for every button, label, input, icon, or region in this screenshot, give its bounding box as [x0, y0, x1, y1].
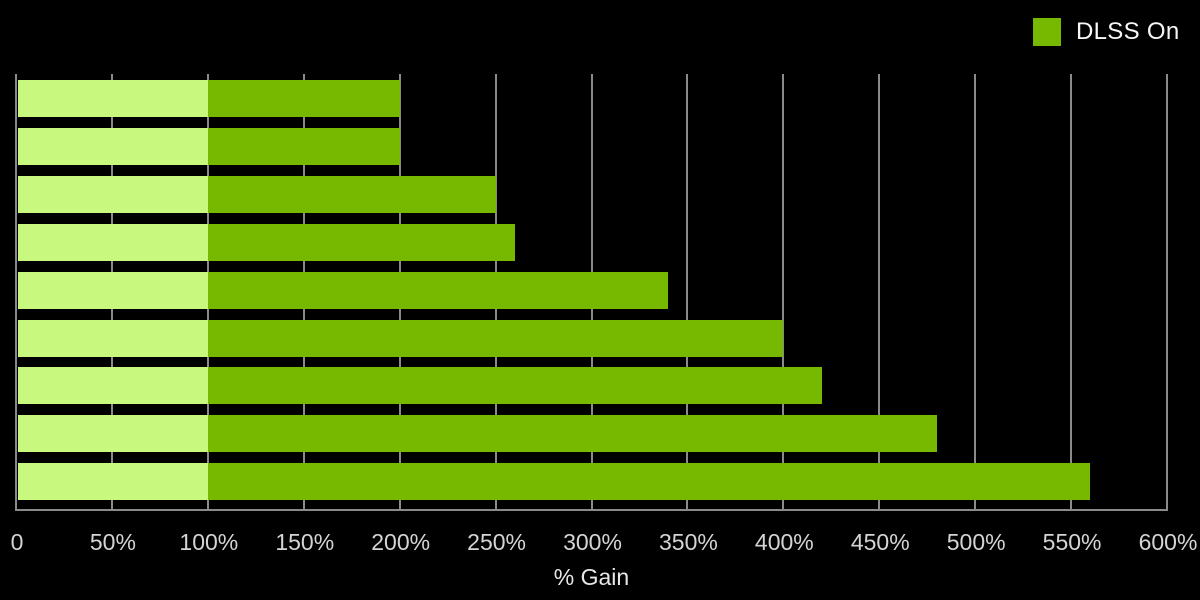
bar-2-baseline-segment: [18, 128, 208, 165]
x-tick-label-150pct: 150%: [275, 529, 335, 555]
x-axis-tick-labels: 0 50% 100% 150% 200% 250% 300% 350% 400% 450% 500%…: [0, 529, 1200, 555]
bar-7-gain-segment: [207, 367, 822, 404]
bar-9-baseline-segment: [18, 463, 208, 500]
gridline-450: [878, 74, 881, 510]
legend-label: DLSS On: [1076, 18, 1180, 45]
legend-swatch-dlss-on: [1033, 18, 1061, 46]
bar-8-gain-segment: [207, 415, 937, 452]
gridline-0: [15, 74, 17, 510]
gridline-500: [974, 74, 977, 510]
gridline-350: [686, 74, 689, 510]
gridline-550: [1070, 74, 1073, 510]
bar-3-gain-segment: [207, 176, 496, 213]
x-tick-label-300pct: 300%: [563, 529, 622, 555]
x-tick-label-400pct: 400%: [754, 529, 814, 555]
x-axis-line: [15, 509, 1168, 511]
bar-1-baseline-segment: [18, 80, 208, 117]
bar-1-gain-segment: [207, 80, 400, 117]
bar-6-baseline-segment: [18, 320, 208, 357]
bar-5-gain-segment: [207, 272, 669, 309]
bar-5-baseline-segment: [18, 272, 208, 309]
legend: DLSS On: [1033, 18, 1179, 46]
gridline-600: [1166, 74, 1168, 510]
x-tick-label-550pct: 550%: [1042, 529, 1102, 555]
x-tick-label-50pct: 50%: [89, 529, 136, 555]
x-tick-label-500pct: 500%: [946, 529, 1006, 555]
bar-3-baseline-segment: [18, 176, 208, 213]
bar-9-gain-segment: [207, 463, 1091, 500]
gridline-400: [782, 74, 785, 510]
bar-4-gain-segment: [207, 224, 515, 261]
x-tick-label-250pct: 250%: [467, 529, 526, 555]
bar-7-baseline-segment: [18, 367, 208, 404]
x-tick-label-0: 0: [10, 529, 24, 555]
bar-4-baseline-segment: [18, 224, 208, 261]
bar-8-baseline-segment: [18, 415, 208, 452]
x-tick-label-600pct: 600%: [1138, 529, 1198, 555]
x-axis-title: % Gain: [553, 564, 630, 590]
bar-2-gain-segment: [207, 128, 400, 165]
x-tick-label-100pct: 100%: [179, 529, 239, 555]
bar-6-gain-segment: [207, 320, 784, 357]
x-tick-label-450pct: 450%: [850, 529, 910, 555]
x-tick-label-200pct: 200%: [371, 529, 431, 555]
x-tick-label-350pct: 350%: [658, 529, 718, 555]
